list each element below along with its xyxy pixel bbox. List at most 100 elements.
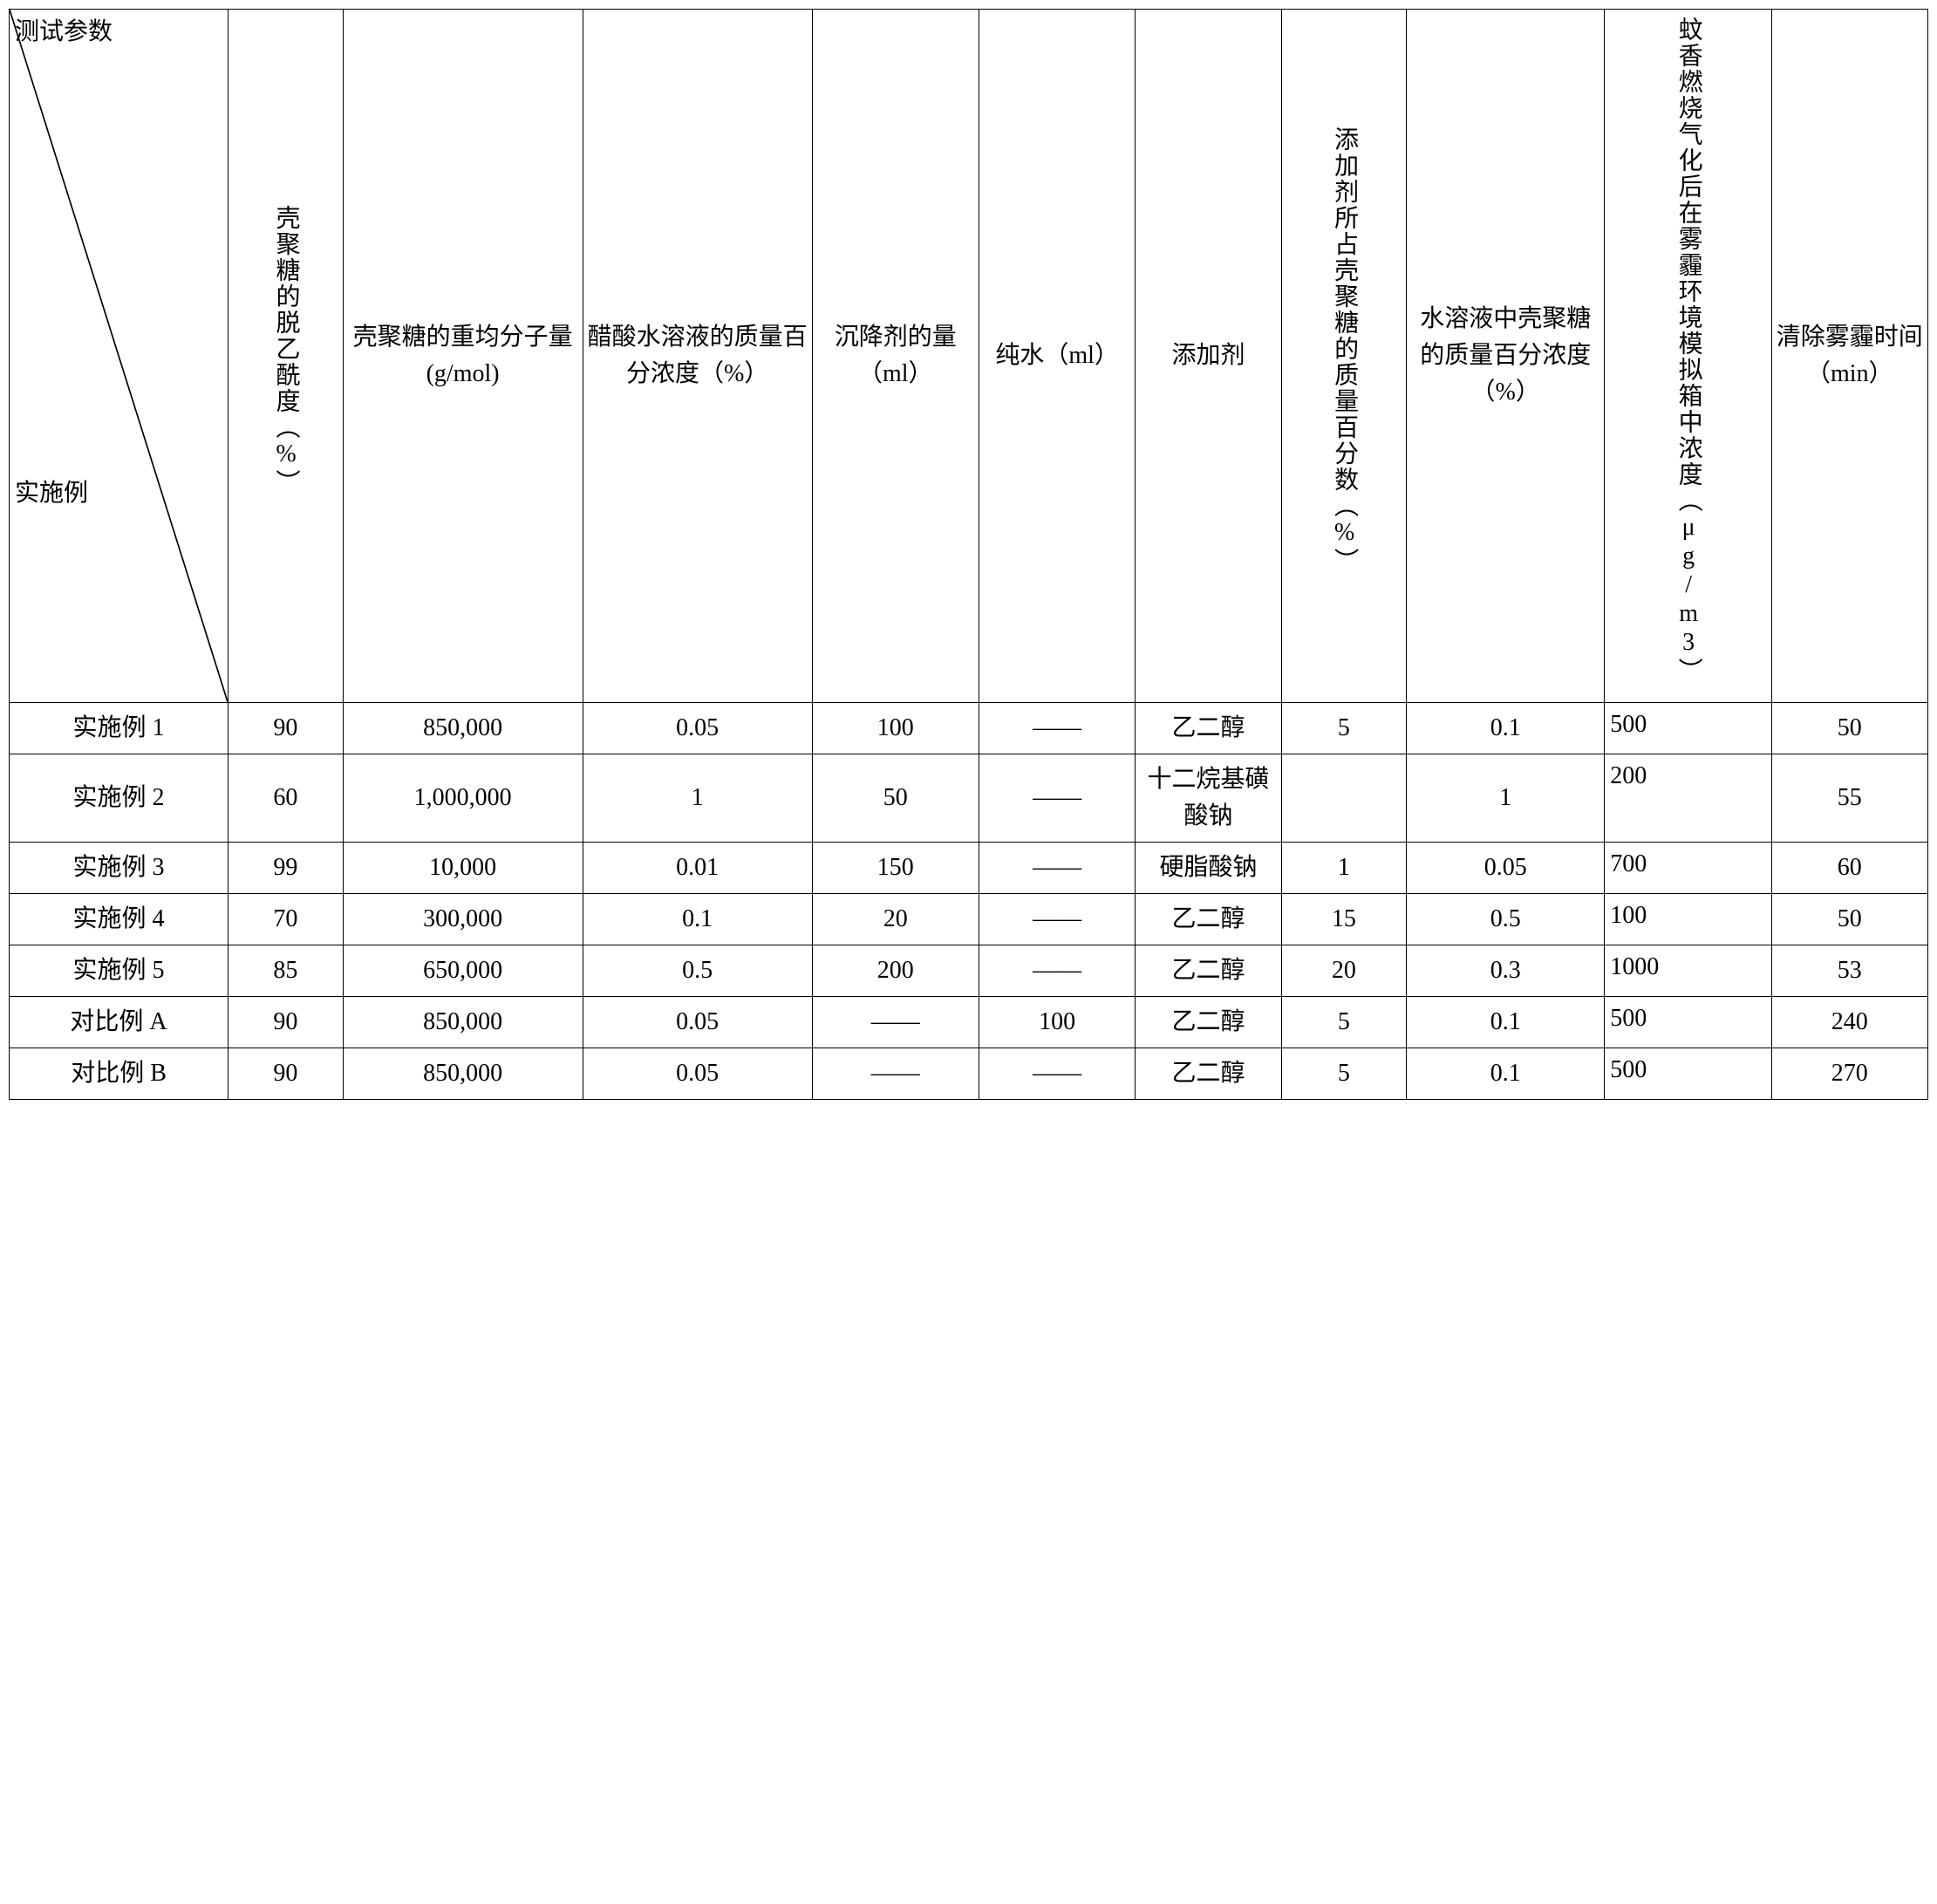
table-cell: 500 bbox=[1605, 997, 1771, 1048]
table-cell: 500 bbox=[1605, 1048, 1771, 1100]
table-cell: 5 bbox=[1281, 703, 1406, 754]
table-cell: 0.05 bbox=[583, 997, 812, 1048]
table-cell: 0.5 bbox=[583, 945, 812, 997]
table-cell: 0.1 bbox=[1407, 997, 1605, 1048]
table-cell: 0.05 bbox=[1407, 843, 1605, 894]
table-cell: 100 bbox=[812, 703, 979, 754]
col-header-4: 纯水（ml） bbox=[979, 10, 1135, 703]
diagonal-line-icon bbox=[10, 10, 228, 702]
table-row: 实施例 2601,000,000150——十二烷基磺酸钠120055 bbox=[10, 754, 1928, 843]
col-header-8: 蚊香燃烧气化后在雾霾环境模拟箱中浓度（μg/m3） bbox=[1605, 10, 1771, 703]
table-cell: 硬脂酸钠 bbox=[1136, 843, 1281, 894]
table-cell: 乙二醇 bbox=[1136, 1048, 1281, 1100]
table-cell: —— bbox=[979, 945, 1135, 997]
table-cell: 100 bbox=[979, 997, 1135, 1048]
table-cell: 乙二醇 bbox=[1136, 894, 1281, 945]
table-cell bbox=[1281, 754, 1406, 843]
row-label: 实施例 4 bbox=[10, 894, 228, 945]
table-cell: —— bbox=[979, 754, 1135, 843]
col-header-3: 沉降剂的量（ml） bbox=[812, 10, 979, 703]
table-cell: —— bbox=[812, 997, 979, 1048]
table-cell: 500 bbox=[1605, 703, 1771, 754]
table-cell: 850,000 bbox=[343, 1048, 583, 1100]
table-cell: 0.1 bbox=[1407, 703, 1605, 754]
table-row: 实施例 585650,0000.5200——乙二醇200.3100053 bbox=[10, 945, 1928, 997]
row-label: 实施例 2 bbox=[10, 754, 228, 843]
table-cell: 50 bbox=[1771, 703, 1927, 754]
table-row: 对比例 B90850,0000.05————乙二醇50.1500270 bbox=[10, 1048, 1928, 1100]
table-cell: 0.5 bbox=[1407, 894, 1605, 945]
table-cell: 0.01 bbox=[583, 843, 812, 894]
table-cell: 1,000,000 bbox=[343, 754, 583, 843]
table-cell: 300,000 bbox=[343, 894, 583, 945]
col-header-9: 清除雾霾时间（min） bbox=[1771, 10, 1927, 703]
header-row: 测试参数 实施例 壳聚糖的脱乙酰度（%） 壳聚糖的重均分子量(g/mol) 醋酸… bbox=[10, 10, 1928, 703]
diagonal-header-cell: 测试参数 实施例 bbox=[10, 10, 228, 703]
row-label: 实施例 3 bbox=[10, 843, 228, 894]
table-cell: 60 bbox=[228, 754, 344, 843]
table-cell: 10,000 bbox=[343, 843, 583, 894]
table-cell: 乙二醇 bbox=[1136, 997, 1281, 1048]
table-cell: 270 bbox=[1771, 1048, 1927, 1100]
table-cell: 100 bbox=[1605, 894, 1771, 945]
col-header-1: 壳聚糖的重均分子量(g/mol) bbox=[343, 10, 583, 703]
table-cell: 850,000 bbox=[343, 703, 583, 754]
row-label: 实施例 5 bbox=[10, 945, 228, 997]
table-cell: 90 bbox=[228, 997, 344, 1048]
table-cell: 0.3 bbox=[1407, 945, 1605, 997]
table-cell: 850,000 bbox=[343, 997, 583, 1048]
table-header: 测试参数 实施例 壳聚糖的脱乙酰度（%） 壳聚糖的重均分子量(g/mol) 醋酸… bbox=[10, 10, 1928, 703]
table-cell: 15 bbox=[1281, 894, 1406, 945]
table-cell: 5 bbox=[1281, 997, 1406, 1048]
table-cell: 55 bbox=[1771, 754, 1927, 843]
table-cell: 乙二醇 bbox=[1136, 945, 1281, 997]
row-label: 对比例 A bbox=[10, 997, 228, 1048]
table-cell: 85 bbox=[228, 945, 344, 997]
table-cell: 70 bbox=[228, 894, 344, 945]
table-cell: 90 bbox=[228, 1048, 344, 1100]
table-cell: 1 bbox=[1281, 843, 1406, 894]
table-row: 实施例 470300,0000.120——乙二醇150.510050 bbox=[10, 894, 1928, 945]
table-row: 对比例 A90850,0000.05——100乙二醇50.1500240 bbox=[10, 997, 1928, 1048]
table-cell: 50 bbox=[1771, 894, 1927, 945]
table-cell: 0.1 bbox=[1407, 1048, 1605, 1100]
table-cell: 0.1 bbox=[583, 894, 812, 945]
table-cell: 99 bbox=[228, 843, 344, 894]
table-cell: —— bbox=[979, 843, 1135, 894]
table-cell: 240 bbox=[1771, 997, 1927, 1048]
table-cell: 十二烷基磺酸钠 bbox=[1136, 754, 1281, 843]
row-label: 对比例 B bbox=[10, 1048, 228, 1100]
table-row: 实施例 39910,0000.01150——硬脂酸钠10.0570060 bbox=[10, 843, 1928, 894]
table-cell: 20 bbox=[1281, 945, 1406, 997]
table-cell: 1 bbox=[1407, 754, 1605, 843]
table-cell: 200 bbox=[812, 945, 979, 997]
table-cell: 0.05 bbox=[583, 703, 812, 754]
table-cell: 1000 bbox=[1605, 945, 1771, 997]
col-header-0: 壳聚糖的脱乙酰度（%） bbox=[228, 10, 344, 703]
diag-top-label: 测试参数 bbox=[15, 15, 113, 49]
table-cell: —— bbox=[979, 894, 1135, 945]
col-header-6: 添加剂所占壳聚糖的质量百分数（%） bbox=[1281, 10, 1406, 703]
table-cell: 90 bbox=[228, 703, 344, 754]
table-cell: —— bbox=[812, 1048, 979, 1100]
table-cell: 200 bbox=[1605, 754, 1771, 843]
table-cell: 60 bbox=[1771, 843, 1927, 894]
table-row: 实施例 190850,0000.05100——乙二醇50.150050 bbox=[10, 703, 1928, 754]
col-header-7: 水溶液中壳聚糖的质量百分浓度（%） bbox=[1407, 10, 1605, 703]
table-cell: 650,000 bbox=[343, 945, 583, 997]
table-cell: 1 bbox=[583, 754, 812, 843]
table-cell: 5 bbox=[1281, 1048, 1406, 1100]
table-body: 实施例 190850,0000.05100——乙二醇50.150050实施例 2… bbox=[10, 703, 1928, 1100]
table-cell: 0.05 bbox=[583, 1048, 812, 1100]
table-cell: —— bbox=[979, 1048, 1135, 1100]
data-table: 测试参数 实施例 壳聚糖的脱乙酰度（%） 壳聚糖的重均分子量(g/mol) 醋酸… bbox=[9, 9, 1928, 1100]
row-label: 实施例 1 bbox=[10, 703, 228, 754]
table-cell: 乙二醇 bbox=[1136, 703, 1281, 754]
table-cell: 150 bbox=[812, 843, 979, 894]
table-cell: 50 bbox=[812, 754, 979, 843]
table-cell: 700 bbox=[1605, 843, 1771, 894]
table-cell: 20 bbox=[812, 894, 979, 945]
diag-bottom-label: 实施例 bbox=[15, 476, 88, 510]
col-header-2: 醋酸水溶液的质量百分浓度（%） bbox=[583, 10, 812, 703]
table-cell: —— bbox=[979, 703, 1135, 754]
